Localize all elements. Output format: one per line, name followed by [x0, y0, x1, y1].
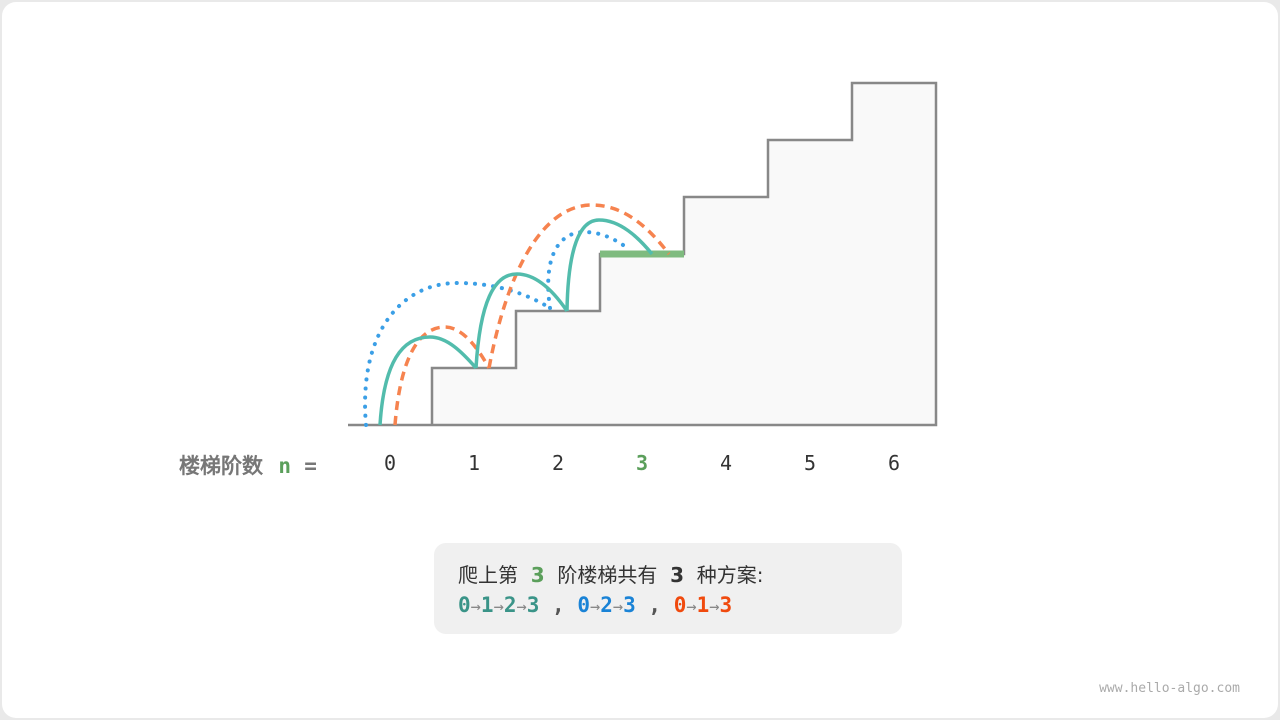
axis-label-eq: = — [304, 454, 317, 478]
arrow-icon: → — [589, 597, 601, 617]
step-label: 6 — [887, 451, 901, 475]
path-node: 0 — [577, 593, 590, 617]
path-node: 1 — [480, 593, 494, 617]
arrow-icon: → — [686, 597, 697, 617]
path-teal-solid — [378, 218, 654, 426]
path-separator: , — [539, 593, 578, 617]
step-label: 4 — [719, 451, 733, 475]
path-node: 3 — [526, 593, 540, 617]
path-node: 2 — [503, 593, 517, 617]
path-node: 3 — [623, 593, 636, 617]
path-node: 2 — [600, 593, 613, 617]
summary-post: 种方案: — [696, 563, 764, 587]
arrow-icon: → — [709, 597, 720, 617]
summary-n: 3 — [530, 563, 545, 587]
arrow-icon: → — [516, 597, 527, 617]
summary-mid: 阶楼梯共有 — [557, 563, 658, 587]
path-node: 0 — [673, 593, 687, 617]
summary-box: 爬上第 3 阶楼梯共有 3 种方案: 0→1→2→3 , 0→2→3 , 0→1… — [434, 543, 902, 634]
summary-pre: 爬上第 — [458, 563, 518, 587]
axis-label-var: n — [278, 454, 291, 478]
step-label: 1 — [467, 451, 481, 475]
summary-line: 爬上第 3 阶楼梯共有 3 种方案: — [458, 559, 763, 588]
path-list: 0→1→2→3 , 0→2→3 , 0→1→3 — [458, 593, 732, 617]
step-label: 0 — [383, 451, 397, 475]
arrow-icon: → — [470, 597, 481, 617]
path-node: 3 — [719, 593, 733, 617]
path-separator: , — [635, 593, 674, 617]
step-label: 5 — [803, 451, 817, 475]
arrow-icon: → — [493, 597, 504, 617]
step-label-highlight: 3 — [635, 451, 649, 475]
path-node: 0 — [458, 593, 471, 617]
path-node: 1 — [696, 593, 710, 617]
step-label: 2 — [551, 451, 565, 475]
axis-label-text: 楼梯阶数 — [179, 454, 263, 478]
summary-count: 3 — [670, 563, 684, 587]
watermark: www.hello-algo.com — [1099, 681, 1240, 696]
axis-label: 楼梯阶数 n = — [179, 450, 317, 480]
arrow-icon: → — [612, 597, 624, 617]
